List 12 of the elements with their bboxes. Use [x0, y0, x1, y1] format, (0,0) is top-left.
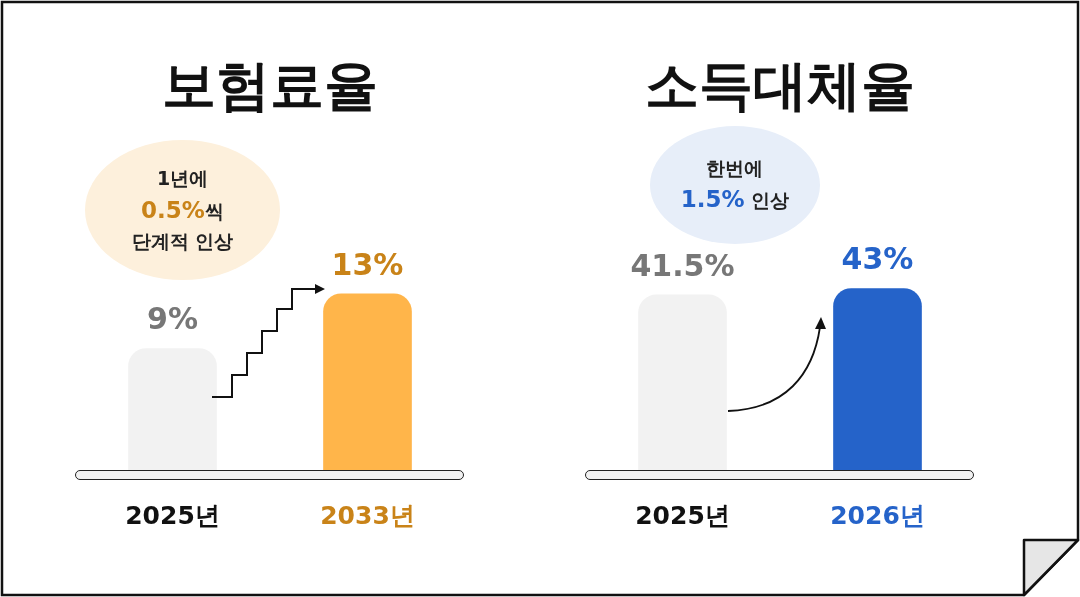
x-tick-label: 2026년	[830, 500, 925, 530]
data-label: 9%	[147, 301, 198, 337]
data-label: 41.5%	[630, 247, 735, 283]
data-label: 43%	[841, 241, 914, 277]
speech-bubble: 한번에 1.5% 인상	[650, 126, 820, 244]
chart-title: 보험료율	[161, 53, 379, 119]
speech-bubble: 1년에 0.5%씩 단계적 인상	[85, 140, 280, 280]
x-tick-label: 2025년	[125, 500, 220, 530]
data-label: 13%	[331, 246, 404, 282]
x-tick-label: 2025년	[635, 500, 730, 530]
x-tick-label: 2033년	[320, 500, 415, 530]
chart-title: 소득대체율	[644, 53, 916, 119]
